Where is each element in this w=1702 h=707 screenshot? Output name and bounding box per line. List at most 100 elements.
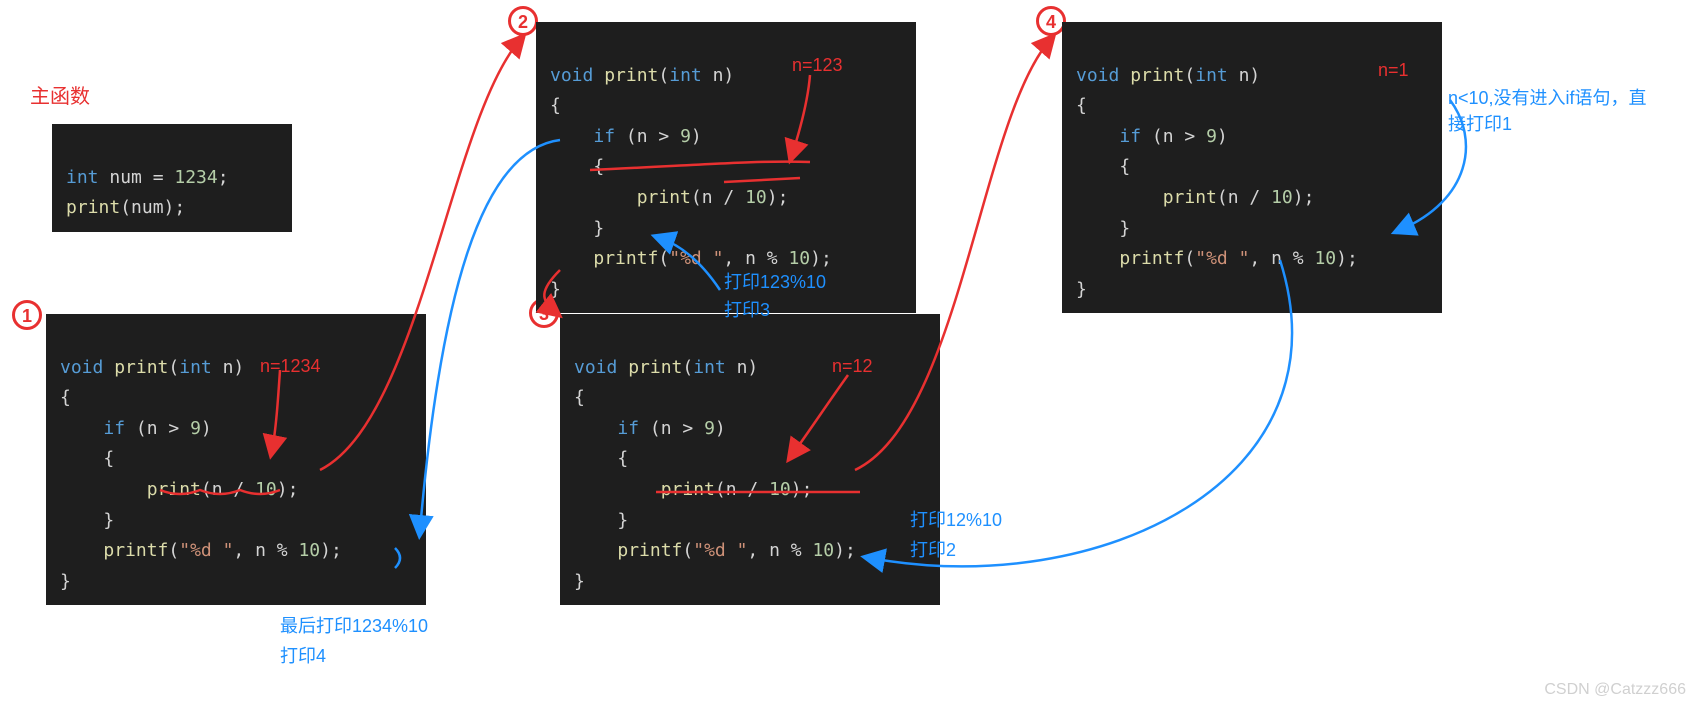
b3-prnp1: ( [682,540,693,561]
b2-9: 9 [680,126,691,147]
b4-9: 9 [1206,126,1217,147]
b4-void: void [1076,65,1119,86]
main-code-block: int num = 1234; print(num); [52,124,292,232]
b2-int: int [669,65,702,86]
b2-10a: 10 [745,187,767,208]
b1-10a: 10 [255,479,277,500]
b2-prnp2: , n % [723,248,788,269]
annot-n1234: n=1234 [260,356,321,377]
b2-10b: 10 [788,248,810,269]
b3-open: { [574,387,585,408]
annot-n123: n=123 [792,55,843,76]
b4-rp: n) [1228,65,1261,86]
kw-int: int [66,167,99,188]
b3-close: } [574,571,585,592]
b4-ifo: { [1119,156,1130,177]
b1-printf: printf [103,540,168,561]
b2-close: } [550,279,561,300]
b2-call: print [637,187,691,208]
b4-lp: ( [1184,65,1195,86]
b4-call: print [1163,187,1217,208]
b2-prnp3: ); [810,248,832,269]
b3-if: if [617,418,639,439]
b1-ifrest: (n > [125,418,190,439]
b4-close: } [1076,279,1087,300]
b4-printf: printf [1119,248,1184,269]
b1-int: int [179,357,212,378]
b3-ifc: ) [715,418,726,439]
b4-open: { [1076,95,1087,116]
b2-void: void [550,65,593,86]
b3-lp: ( [682,357,693,378]
b4-callp2: ); [1293,187,1315,208]
code-block-1: void print(int n) { if (n > 9) { print(n… [46,314,426,605]
b1-void: void [60,357,103,378]
b3-fn: print [617,357,682,378]
b2-printf: printf [593,248,658,269]
b3-prnp3: ); [834,540,856,561]
b2-ifc: ) [691,126,702,147]
b2-callp1: (n / [691,187,745,208]
b1-prnp1: ( [168,540,179,561]
b3-callp1: (n / [715,479,769,500]
call-print: print [66,197,120,218]
b3-prnp2: , n % [747,540,812,561]
b2-rp: n) [702,65,735,86]
b4-ifcl: } [1119,218,1130,239]
b2-ifo: { [593,156,604,177]
b4-if: if [1119,126,1141,147]
b1-callp1: (n / [201,479,255,500]
b3-9: 9 [704,418,715,439]
b1-open: { [60,387,71,408]
b2-fn: print [593,65,658,86]
b1-if: if [103,418,125,439]
b1-rp: n) [212,357,245,378]
annot-1234b: 打印4 [280,642,326,668]
b2-if: if [593,126,615,147]
step-1-circle: 1 [12,300,42,330]
annot-n12: n=12 [832,356,873,377]
b2-lp: ( [658,65,669,86]
code-block-3: void print(int n) { if (n > 9) { print(n… [560,314,940,605]
b4-ifrest: (n > [1141,126,1206,147]
b3-10a: 10 [769,479,791,500]
annot-123a: 打印123%10 [724,268,826,294]
b3-ifo: { [617,448,628,469]
b4-10b: 10 [1314,248,1336,269]
b3-int: int [693,357,726,378]
b3-call: print [661,479,715,500]
b4-callp1: (n / [1217,187,1271,208]
b4-str: "%d " [1195,248,1249,269]
b1-9: 9 [190,418,201,439]
b3-ifcl: } [617,510,628,531]
b3-printf: printf [617,540,682,561]
b4-prnp1: ( [1184,248,1195,269]
b3-ifrest: (n > [639,418,704,439]
annot-n1: n=1 [1378,60,1409,81]
step-2-circle: 2 [508,6,538,36]
b2-ifrest: (n > [615,126,680,147]
b3-void: void [574,357,617,378]
b2-open: { [550,95,561,116]
b1-ifc: ) [201,418,212,439]
b1-str: "%d " [179,540,233,561]
b3-rp: n) [726,357,759,378]
b1-fn: print [103,357,168,378]
b4-prnp2: , n % [1249,248,1314,269]
b3-callp2: ); [791,479,813,500]
main-decl: num = [99,167,175,188]
watermark: CSDN @Catzzz666 [1544,681,1686,699]
b4-10a: 10 [1271,187,1293,208]
annot-last: n<10,没有进入if语句，直接打印1 [1448,84,1648,136]
b1-call: print [147,479,201,500]
b1-10b: 10 [298,540,320,561]
b2-prnp1: ( [658,248,669,269]
annot-1234a: 最后打印1234%10 [280,612,428,638]
b2-ifcl: } [593,218,604,239]
b1-ifo: { [103,448,114,469]
b4-ifc: ) [1217,126,1228,147]
semi-1: ; [218,167,229,188]
b1-close: } [60,571,71,592]
b1-lp: ( [168,357,179,378]
b1-ifcl: } [103,510,114,531]
